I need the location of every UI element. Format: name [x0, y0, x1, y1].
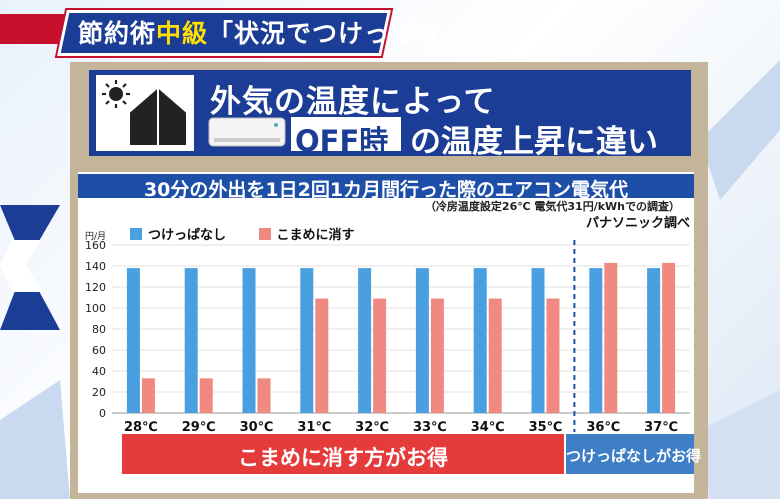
- bar-tsukeppanashi: [126, 268, 140, 413]
- bar-tsukeppanashi: [647, 268, 661, 413]
- y-tick-label: 40: [92, 365, 106, 378]
- y-tick-label: 0: [99, 407, 106, 420]
- legend-swatch-series-2: [258, 228, 271, 240]
- bar-komame: [373, 298, 387, 413]
- x-tick-label: 32℃: [355, 420, 389, 432]
- house-icon: [128, 85, 188, 145]
- bar-komame: [257, 378, 271, 413]
- bar-tsukeppanashi: [184, 268, 198, 413]
- bar-komame: [604, 262, 618, 413]
- legend-item-series-1: つけっぱなし: [130, 224, 226, 243]
- header-tag-title: 「状況でつけっぱなし」: [208, 19, 495, 48]
- chart-title-bar: [78, 174, 694, 198]
- legend-label-series-1: つけっぱなし: [148, 228, 227, 243]
- verdict-left-strip: こまめに消す方がお得: [122, 434, 564, 474]
- chart-legend: つけっぱなし こまめに消す: [130, 224, 383, 243]
- sun-icon: [102, 80, 130, 108]
- header-tag: 節約術中級「状況でつけっぱなし」: [78, 14, 494, 50]
- x-tick-label: 34℃: [471, 420, 505, 432]
- banner-line-1: 外気の温度によって: [210, 84, 496, 120]
- bar-tsukeppanashi: [531, 268, 545, 413]
- off-label-box: OFF時: [291, 117, 401, 158]
- legend-item-series-2: こまめに消す: [258, 224, 355, 243]
- bar-chart: 0 20 40 60 80 100 120 140 160 28℃ 29℃ 30℃ 31℃ 32℃ 33℃ 3…: [85, 236, 690, 432]
- x-tick-label: 29℃: [182, 420, 216, 432]
- bar-tsukeppanashi: [300, 268, 314, 413]
- header-tag-prefix: 節約術: [78, 19, 157, 48]
- chart-title: 30分の外出を1日2回1カ月間行った際のエアコン電気代: [143, 179, 629, 201]
- verdict-right-strip: つけっぱなしがお得: [566, 434, 702, 474]
- y-tick-label: 80: [92, 323, 106, 336]
- legend-swatch-series-1: [130, 228, 142, 240]
- verdict-right: つけっぱなしがお得: [566, 447, 702, 465]
- y-tick-label: 160: [85, 239, 106, 252]
- y-axis-unit: 円/月: [85, 232, 107, 242]
- x-tick-label: 28℃: [124, 420, 158, 432]
- y-tick-label: 60: [92, 344, 106, 357]
- bar-komame: [488, 298, 502, 413]
- bar-komame: [662, 262, 676, 413]
- x-tick-label: 33℃: [413, 420, 447, 432]
- bar-komame: [199, 378, 213, 413]
- header-tag-level: 中級: [156, 19, 209, 48]
- header-accent-band: [0, 14, 70, 44]
- chart-source: パナソニック調べ: [585, 216, 690, 231]
- bar-komame: [315, 298, 329, 413]
- bar-tsukeppanashi: [589, 268, 603, 413]
- bar-komame: [546, 298, 560, 413]
- banner-line-2: の温度上昇に違い: [410, 124, 658, 160]
- chart-note: （冷房温度設定26℃ 電気代31円/kWhでの調査）: [424, 200, 680, 213]
- verdict-left: こまめに消す方がお得: [238, 446, 448, 470]
- bar-tsukeppanashi: [415, 268, 429, 413]
- y-tick-label: 100: [85, 302, 106, 315]
- x-tick-label: 30℃: [240, 420, 274, 432]
- x-tick-label: 37℃: [644, 420, 678, 432]
- legend-label-series-2: こまめに消す: [276, 228, 355, 243]
- bar-komame: [141, 378, 155, 413]
- x-tick-label: 31℃: [297, 420, 331, 432]
- x-tick-label: 35℃: [529, 420, 563, 432]
- off-label: OFF時: [295, 124, 389, 158]
- air-conditioner-icon: [208, 117, 286, 147]
- y-tick-label: 120: [85, 281, 106, 294]
- bar-tsukeppanashi: [358, 268, 372, 413]
- x-tick-label: 36℃: [586, 420, 620, 432]
- y-tick-label: 20: [92, 386, 106, 399]
- bar-tsukeppanashi: [242, 268, 256, 413]
- y-tick-label: 140: [85, 260, 106, 273]
- bar-tsukeppanashi: [473, 268, 487, 413]
- bar-komame: [430, 298, 444, 413]
